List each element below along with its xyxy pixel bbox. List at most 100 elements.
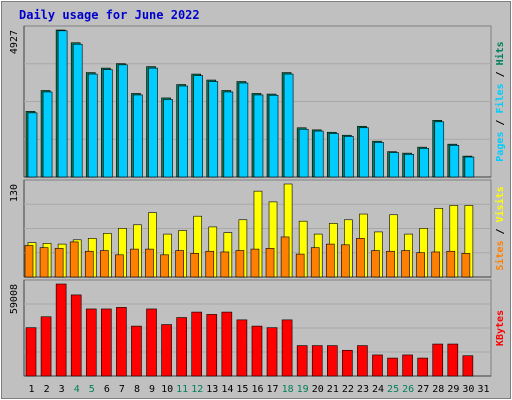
sites-bar xyxy=(175,250,184,278)
x-tick-label: 23 xyxy=(357,384,369,395)
kbytes-bar xyxy=(101,308,112,377)
legend-pages: Pages xyxy=(495,132,506,162)
files-bar xyxy=(27,112,38,178)
kbytes-bar xyxy=(326,345,338,377)
y-max-label-1: 4927 xyxy=(9,30,20,54)
files-bar xyxy=(148,67,158,178)
sites-bar xyxy=(54,248,64,278)
sites-bar xyxy=(401,250,410,278)
files-bar xyxy=(87,73,98,178)
x-tick-label: 25 xyxy=(387,384,399,395)
x-tick-label: 14 xyxy=(221,384,233,395)
kbytes-bar xyxy=(417,357,428,377)
kbytes-bar xyxy=(116,307,127,377)
files-bar xyxy=(72,43,83,178)
x-tick-label: 16 xyxy=(251,384,263,395)
sites-bar xyxy=(190,253,200,278)
sites-bar xyxy=(100,250,109,278)
kbytes-bar xyxy=(387,357,398,377)
kbytes-bar xyxy=(357,345,368,377)
x-tick-label: 24 xyxy=(372,384,384,395)
sites-bar xyxy=(280,236,290,278)
kbytes-bar xyxy=(131,325,142,377)
sites-bar xyxy=(235,250,245,278)
sites-bar xyxy=(205,250,215,278)
x-tick-label: 26 xyxy=(402,384,414,395)
x-tick-label: 17 xyxy=(267,384,279,395)
files-bar xyxy=(133,94,143,178)
x-tick-label: 15 xyxy=(236,384,248,395)
files-bar xyxy=(268,94,279,178)
files-bar xyxy=(42,91,53,178)
legend-label-1: Pages / Files / Hits xyxy=(494,41,506,161)
kbytes-bar xyxy=(342,349,353,377)
legend-kbytes: KBytes xyxy=(495,310,506,346)
legend-hits: Hits xyxy=(494,41,506,65)
x-tick-label: 7 xyxy=(119,384,125,395)
sites-bar xyxy=(356,238,365,278)
kbytes-bar xyxy=(161,324,172,377)
files-bar xyxy=(359,127,369,178)
x-tick-label: 11 xyxy=(176,384,188,395)
legend-visits: Visits xyxy=(494,186,506,222)
files-bar xyxy=(419,148,429,178)
x-tick-label: 31 xyxy=(477,384,489,395)
kbytes-bar xyxy=(402,354,413,377)
sites-bar xyxy=(24,245,34,278)
x-tick-label: 9 xyxy=(149,384,155,395)
kbytes-bar xyxy=(55,283,67,377)
sites-bar xyxy=(39,247,49,278)
files-bar xyxy=(253,94,264,178)
x-tick-label: 30 xyxy=(462,384,474,395)
sites-bar xyxy=(310,247,320,278)
x-tick-label: 3 xyxy=(59,384,65,395)
sites-bar xyxy=(265,248,275,278)
sites-bar xyxy=(84,250,94,278)
files-bar xyxy=(313,130,324,178)
files-bar xyxy=(328,133,339,178)
kbytes-bar xyxy=(221,311,233,377)
x-tick-label: 5 xyxy=(89,384,95,395)
files-bar xyxy=(464,156,475,178)
sites-bar xyxy=(386,250,395,278)
files-bar xyxy=(283,73,294,178)
legend-sep: / xyxy=(495,222,506,240)
sites-bar xyxy=(431,251,441,278)
chart-title: Daily usage for June 2022 xyxy=(19,8,200,22)
files-bar xyxy=(434,121,445,178)
kbytes-bar xyxy=(191,311,203,377)
sites-bar xyxy=(341,244,350,278)
sites-bar xyxy=(461,253,471,278)
kbytes-bar xyxy=(432,343,444,377)
sites-bar xyxy=(130,248,139,278)
files-bar xyxy=(449,145,460,178)
x-tick-label: 6 xyxy=(104,384,110,395)
kbytes-bar xyxy=(462,355,474,377)
sites-bar xyxy=(325,243,335,278)
files-bar xyxy=(163,99,173,178)
files-bar xyxy=(208,81,219,178)
sites-bar xyxy=(250,248,260,278)
files-bar xyxy=(57,30,68,178)
files-bar xyxy=(298,128,309,178)
sites-bar xyxy=(160,254,169,278)
x-tick-label: 28 xyxy=(432,384,444,395)
sites-bar xyxy=(295,253,305,278)
x-tick-label: 2 xyxy=(44,384,50,395)
kbytes-bar xyxy=(25,327,37,377)
legend-sites: Sites xyxy=(494,241,506,271)
files-bar xyxy=(404,154,414,178)
x-tick-label: 20 xyxy=(312,384,324,395)
x-tick-label: 18 xyxy=(282,384,294,395)
kbytes-bar xyxy=(447,343,459,377)
sites-bar xyxy=(446,250,456,278)
legend-sep: / xyxy=(495,114,506,132)
legend-files: Files xyxy=(494,83,506,113)
kbytes-bar xyxy=(311,345,323,377)
files-bar xyxy=(389,152,399,178)
sites-bar xyxy=(69,241,79,278)
x-tick-label: 10 xyxy=(161,384,173,395)
